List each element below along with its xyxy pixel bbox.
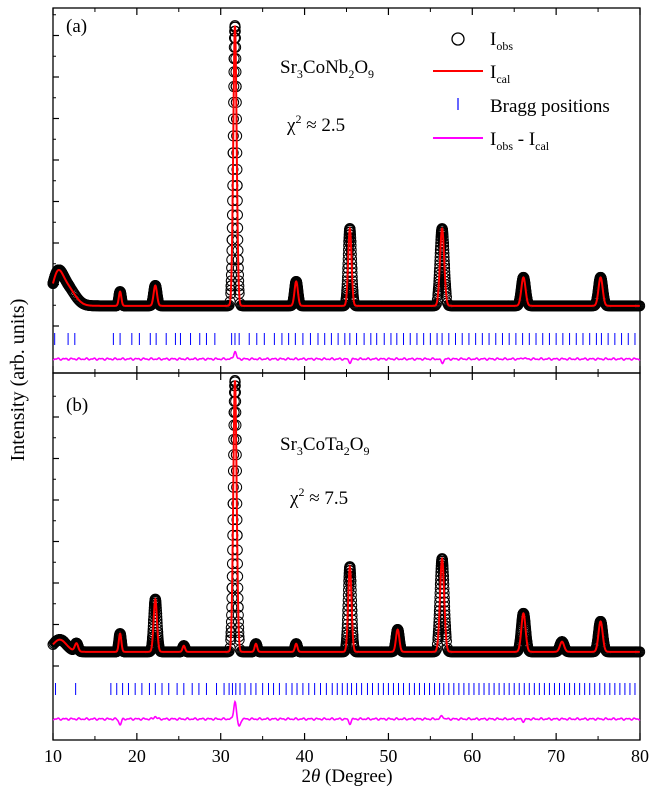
- chi-square-b: χ2 ≈ 7.5: [289, 485, 348, 509]
- legend-iobs-marker: [451, 32, 465, 46]
- legend: Iobs Ical Bragg positions Iobs - Ical: [433, 29, 610, 153]
- x-tick-label: 20: [128, 746, 146, 766]
- iobs-point: [430, 298, 442, 310]
- legend-ical-label: Ical: [490, 62, 511, 86]
- iobs-point: [396, 645, 408, 657]
- iobs-point: [58, 636, 70, 648]
- x-axis-label: 2θ (Degree): [301, 766, 392, 787]
- x-tick-label: 40: [296, 746, 314, 766]
- iobs-point: [64, 281, 76, 293]
- ical-line: [52, 380, 640, 653]
- panel-b-frame: [52, 372, 641, 741]
- x-tick-label: 30: [212, 746, 230, 766]
- iobs-series: [47, 374, 646, 658]
- panel-a-data: [47, 20, 646, 365]
- x-tick-label: 60: [463, 746, 481, 766]
- iobs-point: [560, 644, 572, 656]
- legend-iobs-label: Iobs: [490, 29, 513, 53]
- x-tick-label: 50: [379, 746, 397, 766]
- compound-b-label: Sr3CoTa2O9: [280, 434, 370, 458]
- axis-ticks: 10 20 30 40 50 60 70 80: [44, 8, 649, 766]
- diff-line: [52, 350, 641, 365]
- compound-a-label: Sr3CoNb2O9: [280, 57, 374, 81]
- ical-line: [52, 25, 640, 307]
- legend-diff-label: Iobs - Ical: [490, 129, 550, 153]
- diff-line: [52, 699, 641, 727]
- panel-b-label: (b): [66, 395, 88, 416]
- y-axis-label: Intensity (arb. units): [7, 299, 29, 462]
- x-tick-label: 80: [631, 746, 649, 766]
- chi-square-a: χ2 ≈ 2.5: [286, 112, 345, 136]
- iobs-point: [294, 298, 306, 310]
- x-tick-label: 70: [547, 746, 565, 766]
- bragg-series: [54, 333, 636, 345]
- bragg-series: [55, 683, 636, 695]
- legend-bragg-label: Bragg positions: [490, 96, 610, 117]
- x-tick-label: 10: [44, 746, 62, 766]
- panel-a-label: (a): [66, 16, 87, 37]
- panel-b-data: [47, 374, 646, 727]
